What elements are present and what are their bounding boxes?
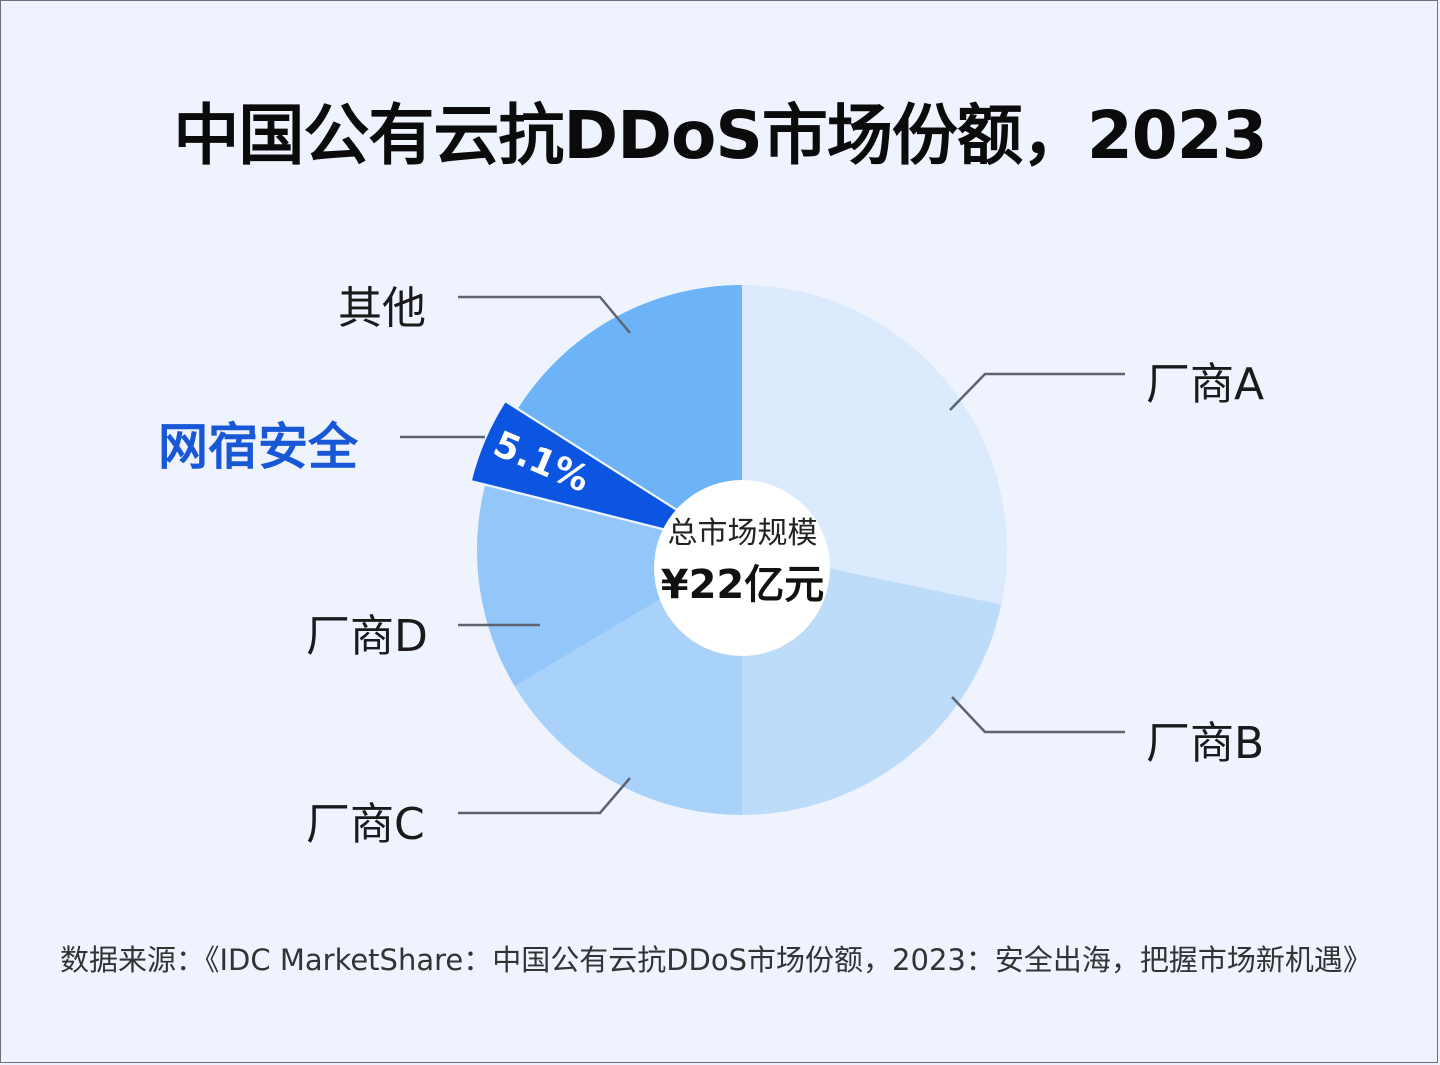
- leader-line-other: [458, 295, 631, 334]
- label-vendor-d: 厂商D: [306, 611, 428, 662]
- label-vendor-c: 厂商C: [306, 799, 425, 850]
- donut-hole: [654, 480, 830, 656]
- leader-line-c: [458, 777, 631, 815]
- slice-other: [518, 285, 742, 550]
- label-other: 其他: [338, 283, 426, 334]
- data-source-note: 数据来源：《IDC MarketShare：中国公有云抗DDoS市场份额，202…: [60, 943, 1372, 977]
- total-market-value: ¥22亿元: [660, 562, 825, 608]
- leader-line-a: [949, 372, 1125, 411]
- leader-line-b: [951, 696, 1125, 734]
- total-market-caption: 总市场规模: [667, 516, 818, 551]
- chart-title: 中国公有云抗DDoS市场份额，2023: [173, 97, 1267, 174]
- slice-wangsu: [472, 402, 730, 545]
- label-wangsu: 网宿安全: [158, 418, 358, 476]
- leader-lines: [400, 295, 1125, 815]
- label-vendor-b: 厂商B: [1146, 718, 1265, 769]
- label-vendor-a: 厂商A: [1146, 359, 1265, 410]
